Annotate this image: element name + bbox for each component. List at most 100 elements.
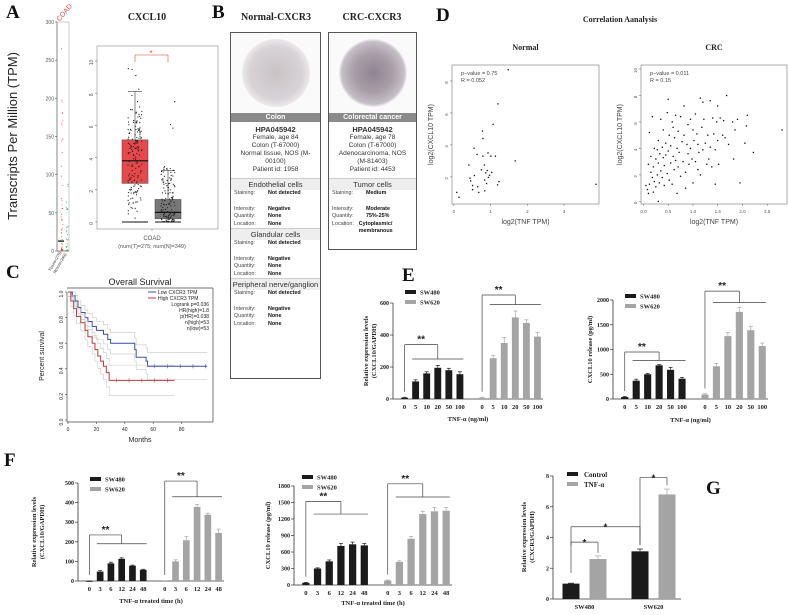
jitter-point [165, 215, 167, 217]
section-header: Endothelial cells [231, 178, 320, 190]
jitter-point [127, 128, 129, 131]
y-tick-label: 2 [444, 177, 449, 180]
data-point [739, 182, 741, 184]
normal-point [66, 249, 68, 251]
x-tick-label: 24 [129, 586, 136, 593]
data-point [781, 129, 783, 131]
x-axis-label: log2(TNF TPM) [501, 219, 549, 226]
data-point [469, 180, 472, 182]
jitter-point [169, 189, 171, 191]
jitter-point [169, 217, 171, 219]
legend-swatch [567, 482, 578, 486]
data-point [664, 142, 667, 144]
confidence-band [68, 296, 175, 396]
x-tick-label: 3 [174, 586, 178, 593]
data-point [482, 137, 484, 140]
jitter-point [162, 181, 164, 183]
data-point [672, 155, 674, 158]
jitter-point [134, 134, 136, 136]
y-tick-label: 0.2 [59, 393, 65, 400]
data-point [722, 119, 725, 122]
x-axis-label: COAD [143, 236, 161, 242]
jitter-point [163, 175, 166, 177]
p-value: p−value = 0.011 [650, 71, 689, 77]
x-tick-label: 80 [179, 427, 185, 433]
data-point [674, 114, 677, 117]
jitter-point [139, 127, 141, 129]
tumor-point [61, 243, 63, 245]
data-point [595, 183, 597, 185]
bar-sw620 [489, 358, 497, 399]
data-point [666, 172, 668, 175]
bar-sw620 [712, 366, 720, 399]
bar-sw620 [442, 510, 450, 585]
y-tick-label: 6 [89, 125, 95, 128]
data-point [456, 191, 458, 194]
jitter-point [135, 111, 138, 113]
bar-sw480 [456, 374, 464, 399]
row-value: None [268, 213, 282, 219]
data-point [483, 164, 486, 166]
jitter-point [162, 178, 164, 180]
bar-sw620 [747, 330, 755, 399]
jitter-point [168, 198, 171, 200]
data-point [483, 189, 486, 192]
jitter-point [163, 213, 166, 215]
jitter-point [135, 167, 137, 169]
x-tick-label: 2.0 [739, 209, 746, 214]
jitter-point [130, 206, 132, 209]
significance-marker: ** [718, 281, 726, 292]
jitter-point [135, 147, 138, 149]
data-point [745, 125, 748, 127]
stain-row: Location: None [231, 321, 320, 329]
jitter-point [165, 219, 167, 221]
row-value: Negative [268, 305, 291, 312]
jitter-point [134, 221, 136, 223]
jitter-point [172, 127, 174, 129]
bar-sw480 [667, 369, 675, 399]
bar-sw620 [735, 311, 743, 399]
x-tick-label: 100 [533, 404, 543, 411]
jitter-point [133, 192, 135, 194]
bar-sw620 [500, 343, 508, 399]
data-point [694, 113, 697, 115]
bar-control [562, 583, 580, 599]
data-point [650, 171, 652, 173]
jitter-point [139, 172, 142, 174]
jitter-point [160, 211, 163, 213]
data-point [719, 117, 721, 119]
data-point [697, 168, 699, 171]
y-tick-label: 0 [606, 397, 609, 403]
y-axis-label: Transcripts Per Million (TPM) [5, 52, 20, 220]
data-point [677, 166, 679, 168]
jitter-point [167, 219, 169, 221]
jitter-point [127, 175, 130, 177]
jitter-point [163, 167, 165, 169]
data-point [667, 150, 669, 152]
jitter-point [171, 219, 173, 221]
plot-frame [640, 64, 788, 205]
bar-tnf [589, 559, 607, 599]
tumor-point [61, 151, 63, 153]
y-tick-label: 150 [46, 135, 55, 141]
data-point [657, 162, 660, 164]
jitter-point [163, 204, 165, 206]
jitter-point [135, 139, 137, 141]
box-tumor [121, 139, 149, 184]
jitter-point [166, 221, 168, 223]
jitter-point [174, 101, 176, 103]
jitter-point [168, 214, 170, 217]
row-value: None [268, 270, 282, 277]
info-line: (M-81403) [357, 158, 388, 165]
jitter-point [136, 122, 138, 124]
jitter-point [172, 183, 174, 185]
jitter-point [173, 214, 175, 217]
x-tick-label: 6 [109, 586, 113, 593]
tumor-point [61, 99, 63, 101]
data-point [687, 123, 689, 126]
bar-sw480 [86, 581, 93, 582]
y-tick-label: 400 [380, 333, 389, 339]
jitter-point [136, 190, 139, 192]
data-point [717, 163, 720, 166]
x-tick-label: 48 [215, 586, 222, 593]
